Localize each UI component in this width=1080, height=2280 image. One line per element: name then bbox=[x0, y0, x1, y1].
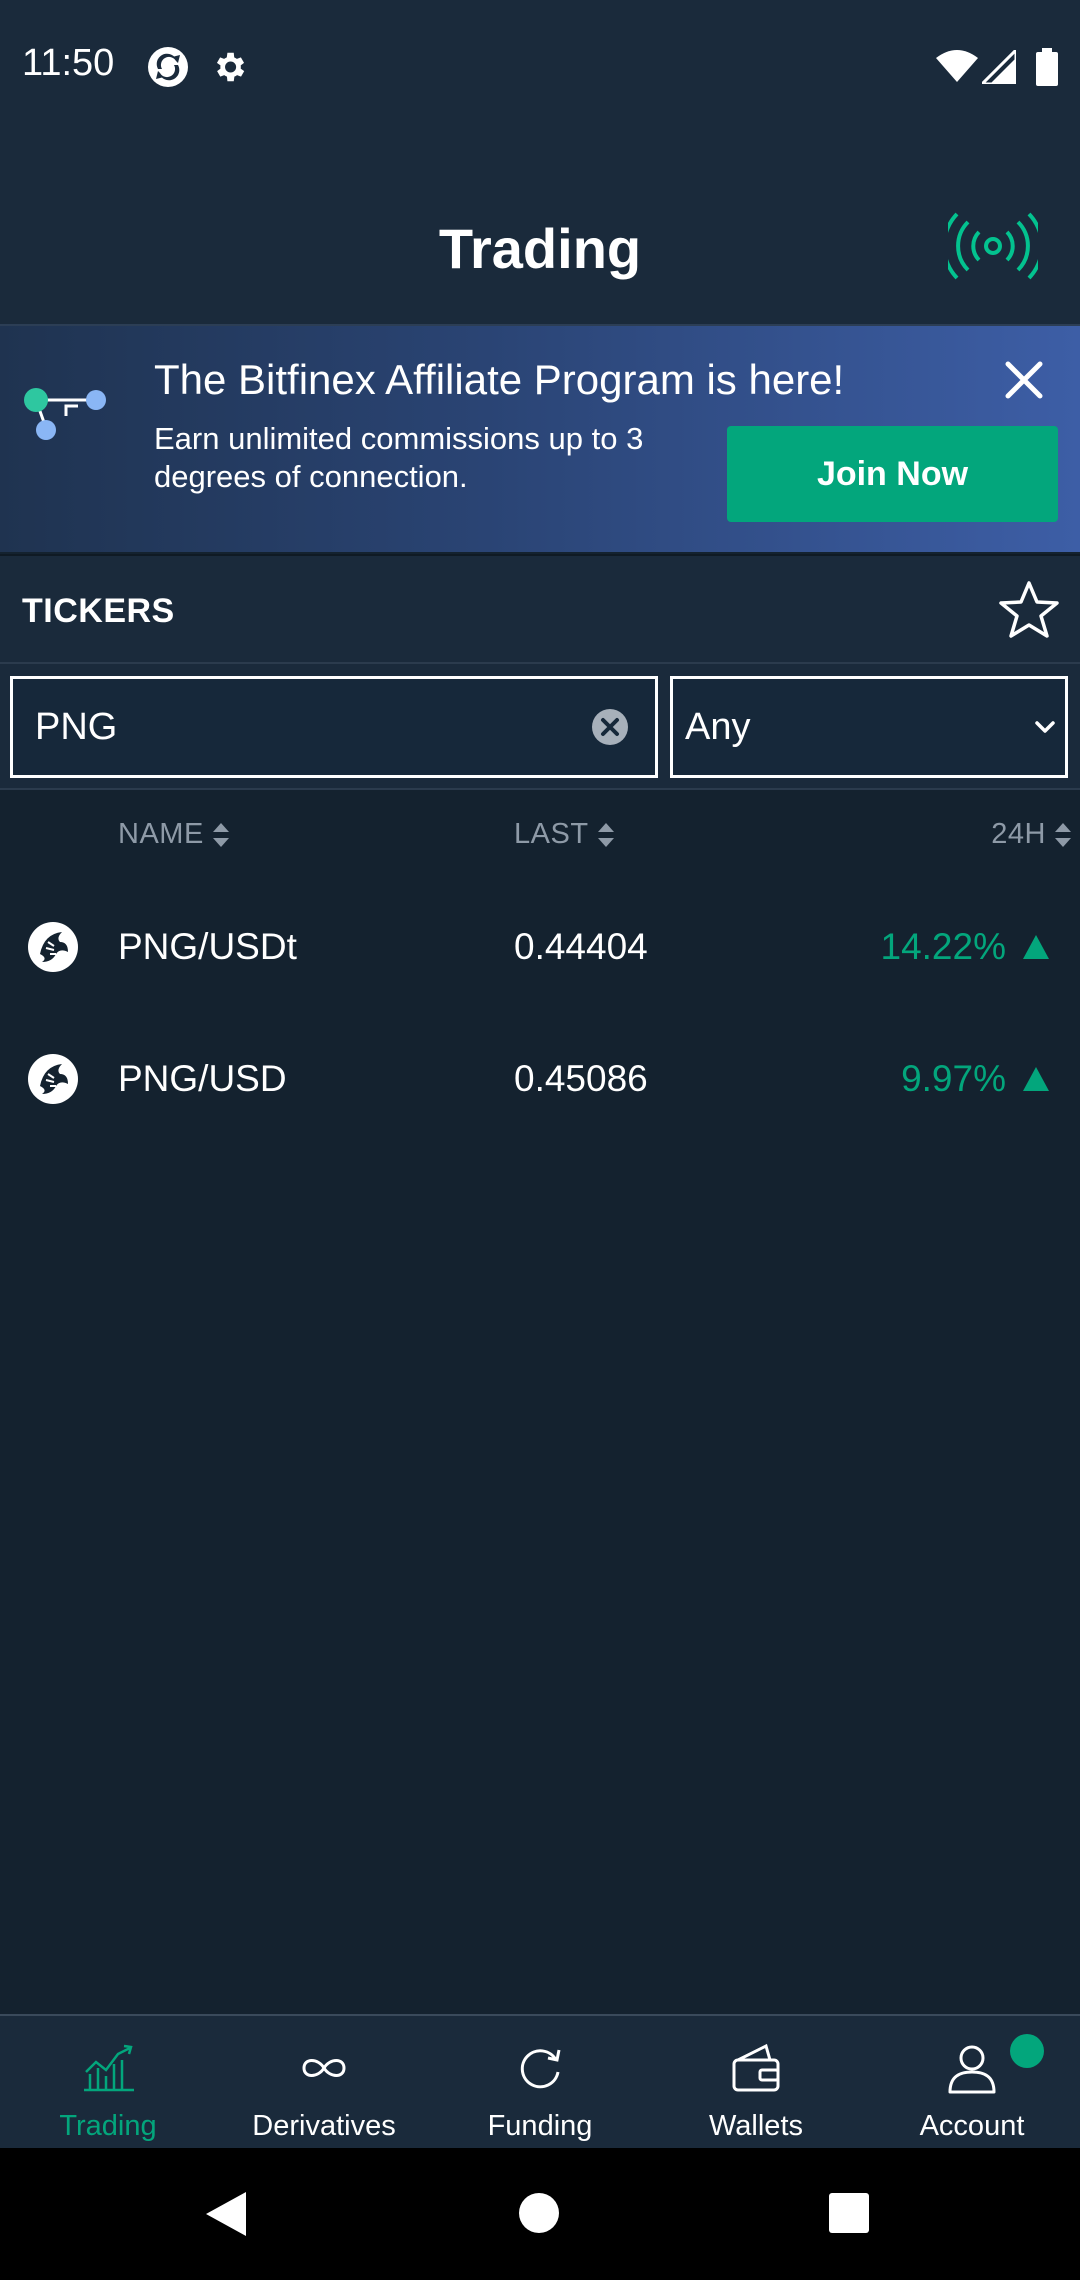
ticker-24h-change: 9.97% bbox=[901, 1058, 1006, 1099]
bottom-navigation: Trading Derivatives Funding Wallets Acco… bbox=[0, 2014, 1080, 2148]
ticker-last-price: 0.44404 bbox=[514, 926, 648, 967]
battery-icon bbox=[1036, 48, 1058, 86]
nav-label: Funding bbox=[487, 2110, 593, 2142]
nav-item-trading[interactable]: Trading bbox=[0, 2016, 216, 2150]
signal-icon bbox=[982, 50, 1016, 84]
ticker-row[interactable]: PNG/USDt 0.44404 14.22% bbox=[0, 882, 1080, 1012]
ticker-filter-row: Any bbox=[0, 664, 1080, 790]
column-header-last-label: LAST bbox=[514, 818, 589, 850]
nav-label: Derivatives bbox=[252, 2110, 396, 2142]
sync-app-icon bbox=[148, 47, 188, 87]
wifi-icon bbox=[936, 50, 978, 82]
back-icon[interactable] bbox=[204, 2190, 248, 2238]
infinity-icon bbox=[302, 2059, 346, 2077]
nav-item-derivatives[interactable]: Derivatives bbox=[216, 2016, 432, 2150]
up-arrow-icon bbox=[1023, 935, 1049, 959]
chevron-down-icon bbox=[1035, 721, 1055, 733]
ticker-search-box bbox=[10, 676, 658, 778]
sort-icon bbox=[212, 822, 229, 847]
ticker-name: PNG/USDt bbox=[118, 926, 297, 967]
status-bar: 11:50 bbox=[0, 0, 1080, 132]
ticker-row[interactable]: PNG/USD 0.45086 9.97% bbox=[0, 1014, 1080, 1144]
nav-label: Account bbox=[919, 2110, 1025, 2142]
chart-icon bbox=[84, 2044, 134, 2092]
promo-text: Earn unlimited commissions up to 3 degre… bbox=[154, 421, 644, 494]
close-icon[interactable] bbox=[1002, 358, 1046, 402]
app-header: Trading bbox=[0, 132, 1080, 324]
column-header-last[interactable]: LAST bbox=[514, 818, 615, 851]
nav-label: Trading bbox=[59, 2110, 157, 2142]
tickers-title: TICKERS bbox=[22, 592, 175, 630]
system-navigation-bar bbox=[0, 2148, 1080, 2280]
status-time: 11:50 bbox=[22, 42, 115, 84]
home-icon[interactable] bbox=[518, 2192, 560, 2234]
refresh-icon bbox=[520, 2049, 561, 2089]
column-header-24h-label: 24H bbox=[991, 818, 1046, 850]
settings-gear-icon bbox=[216, 52, 245, 82]
up-arrow-icon bbox=[1023, 1067, 1049, 1091]
sort-icon bbox=[597, 822, 614, 847]
ticker-name: PNG/USD bbox=[118, 1058, 287, 1099]
ticker-search-input[interactable] bbox=[35, 679, 575, 775]
sort-icon bbox=[1055, 822, 1071, 847]
user-icon bbox=[948, 2045, 996, 2094]
promo-title: The Bitfinex Affiliate Program is here! bbox=[154, 356, 845, 403]
nav-label: Wallets bbox=[709, 2110, 803, 2142]
live-connection-icon[interactable] bbox=[948, 212, 1038, 280]
tickers-section-header: TICKERS bbox=[0, 554, 1080, 664]
pangolin-coin-icon bbox=[28, 1054, 78, 1104]
network-illustration-icon bbox=[24, 388, 106, 440]
recents-icon[interactable] bbox=[828, 2192, 870, 2234]
ticker-24h-change: 14.22% bbox=[880, 926, 1007, 967]
nav-item-wallets[interactable]: Wallets bbox=[648, 2016, 864, 2150]
star-icon[interactable] bbox=[998, 580, 1060, 640]
quote-select-value: Any bbox=[685, 706, 751, 748]
wallet-icon bbox=[732, 2043, 780, 2092]
quote-currency-select[interactable]: Any bbox=[670, 676, 1068, 778]
join-now-button[interactable]: Join Now bbox=[727, 426, 1058, 522]
nav-item-account[interactable]: Account bbox=[864, 2016, 1080, 2150]
affiliate-promo-banner: The Bitfinex Affiliate Program is here! … bbox=[0, 324, 1080, 552]
column-header-name-label: NAME bbox=[118, 818, 204, 850]
ticker-last-price: 0.45086 bbox=[514, 1058, 648, 1099]
column-header-24h[interactable]: 24H bbox=[991, 818, 1072, 851]
column-header-name[interactable]: NAME bbox=[118, 818, 230, 851]
pangolin-coin-icon bbox=[28, 922, 78, 972]
page-title: Trading bbox=[438, 217, 642, 280]
nav-item-funding[interactable]: Funding bbox=[432, 2016, 648, 2150]
account-notification-dot bbox=[1010, 2034, 1044, 2068]
clear-search-icon[interactable] bbox=[591, 708, 629, 746]
